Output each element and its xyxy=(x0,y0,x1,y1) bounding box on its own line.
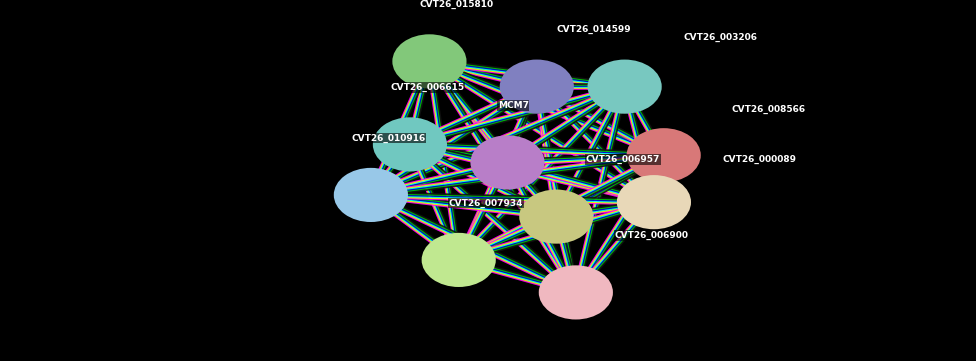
Text: CVT26_006957: CVT26_006957 xyxy=(586,155,660,164)
Ellipse shape xyxy=(539,265,613,319)
Ellipse shape xyxy=(588,60,662,114)
Text: CVT26_003206: CVT26_003206 xyxy=(683,32,757,42)
Ellipse shape xyxy=(617,175,691,229)
Ellipse shape xyxy=(470,135,545,190)
Text: CVT26_008566: CVT26_008566 xyxy=(732,105,806,114)
Text: MCM7: MCM7 xyxy=(498,101,529,110)
Ellipse shape xyxy=(334,168,408,222)
Ellipse shape xyxy=(500,60,574,114)
Text: CVT26_006615: CVT26_006615 xyxy=(390,83,465,92)
Ellipse shape xyxy=(392,34,467,88)
Text: CVT26_007934: CVT26_007934 xyxy=(449,199,523,208)
Text: CVT26_014599: CVT26_014599 xyxy=(556,25,630,34)
Ellipse shape xyxy=(422,233,496,287)
Text: CVT26_010916: CVT26_010916 xyxy=(351,134,426,143)
Ellipse shape xyxy=(519,190,593,244)
Text: CVT26_000089: CVT26_000089 xyxy=(722,155,796,164)
Ellipse shape xyxy=(627,128,701,182)
Text: CVT26_006900: CVT26_006900 xyxy=(615,231,689,240)
Ellipse shape xyxy=(373,117,447,171)
Text: CVT26_015810: CVT26_015810 xyxy=(420,0,494,9)
